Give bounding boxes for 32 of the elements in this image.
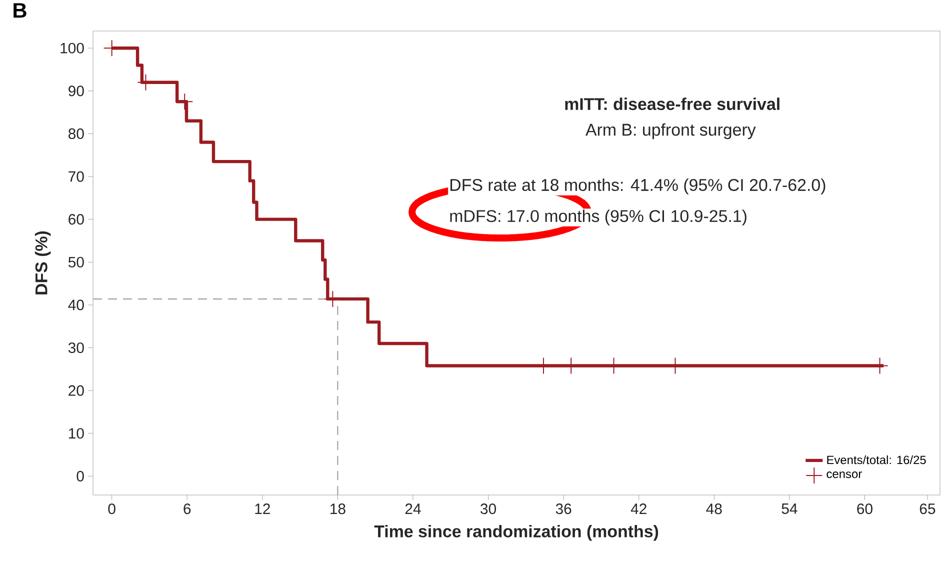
annotation: mDFS: 17.0 months (95% CI 10.9-25.1): [450, 210, 746, 226]
x-tick-label: 30: [480, 504, 496, 514]
legend-label: Events/total: 16/25: [827, 455, 926, 464]
y-tick-label: 40: [68, 300, 84, 310]
annotation: DFS rate at 18 months: 41.4% (95% CI 20.7-62.0): [450, 178, 826, 194]
x-tick-label: 54: [782, 504, 798, 514]
x-tick-label: 12: [255, 504, 270, 514]
x-tick-label: 65: [920, 504, 936, 514]
text: mITT: disease-free survival: [565, 98, 780, 110]
x-tick-label: 18: [330, 504, 346, 514]
y-tick-label: 90: [68, 86, 84, 96]
x-tick-label: 42: [630, 504, 646, 514]
y-tick-label: 20: [68, 385, 84, 396]
x-axis-title: Time since randomization (months): [374, 524, 658, 541]
x-tick-label: 48: [706, 504, 722, 514]
y-tick-label: 30: [68, 342, 84, 354]
x-tick-label: 6: [184, 504, 191, 514]
y-tick-label: 80: [68, 128, 84, 140]
y-tick-label: 60: [68, 214, 84, 225]
text: Arm B: upfront surgery: [586, 123, 756, 140]
x-tick-label: 36: [556, 504, 572, 514]
x-tick-label: 24: [405, 504, 421, 514]
y-tick-label: 100: [60, 42, 84, 54]
text: B: [14, 3, 26, 18]
x-tick-label: 0: [108, 504, 116, 514]
y-tick-label: 10: [69, 428, 84, 439]
legend-label: censor: [826, 472, 862, 478]
y-tick-label: 0: [76, 470, 84, 482]
y-tick-label: 70: [68, 171, 84, 182]
x-tick-label: 60: [857, 504, 872, 514]
y-tick-label: 50: [68, 256, 84, 268]
y-axis-title: DFS (%): [34, 231, 51, 294]
